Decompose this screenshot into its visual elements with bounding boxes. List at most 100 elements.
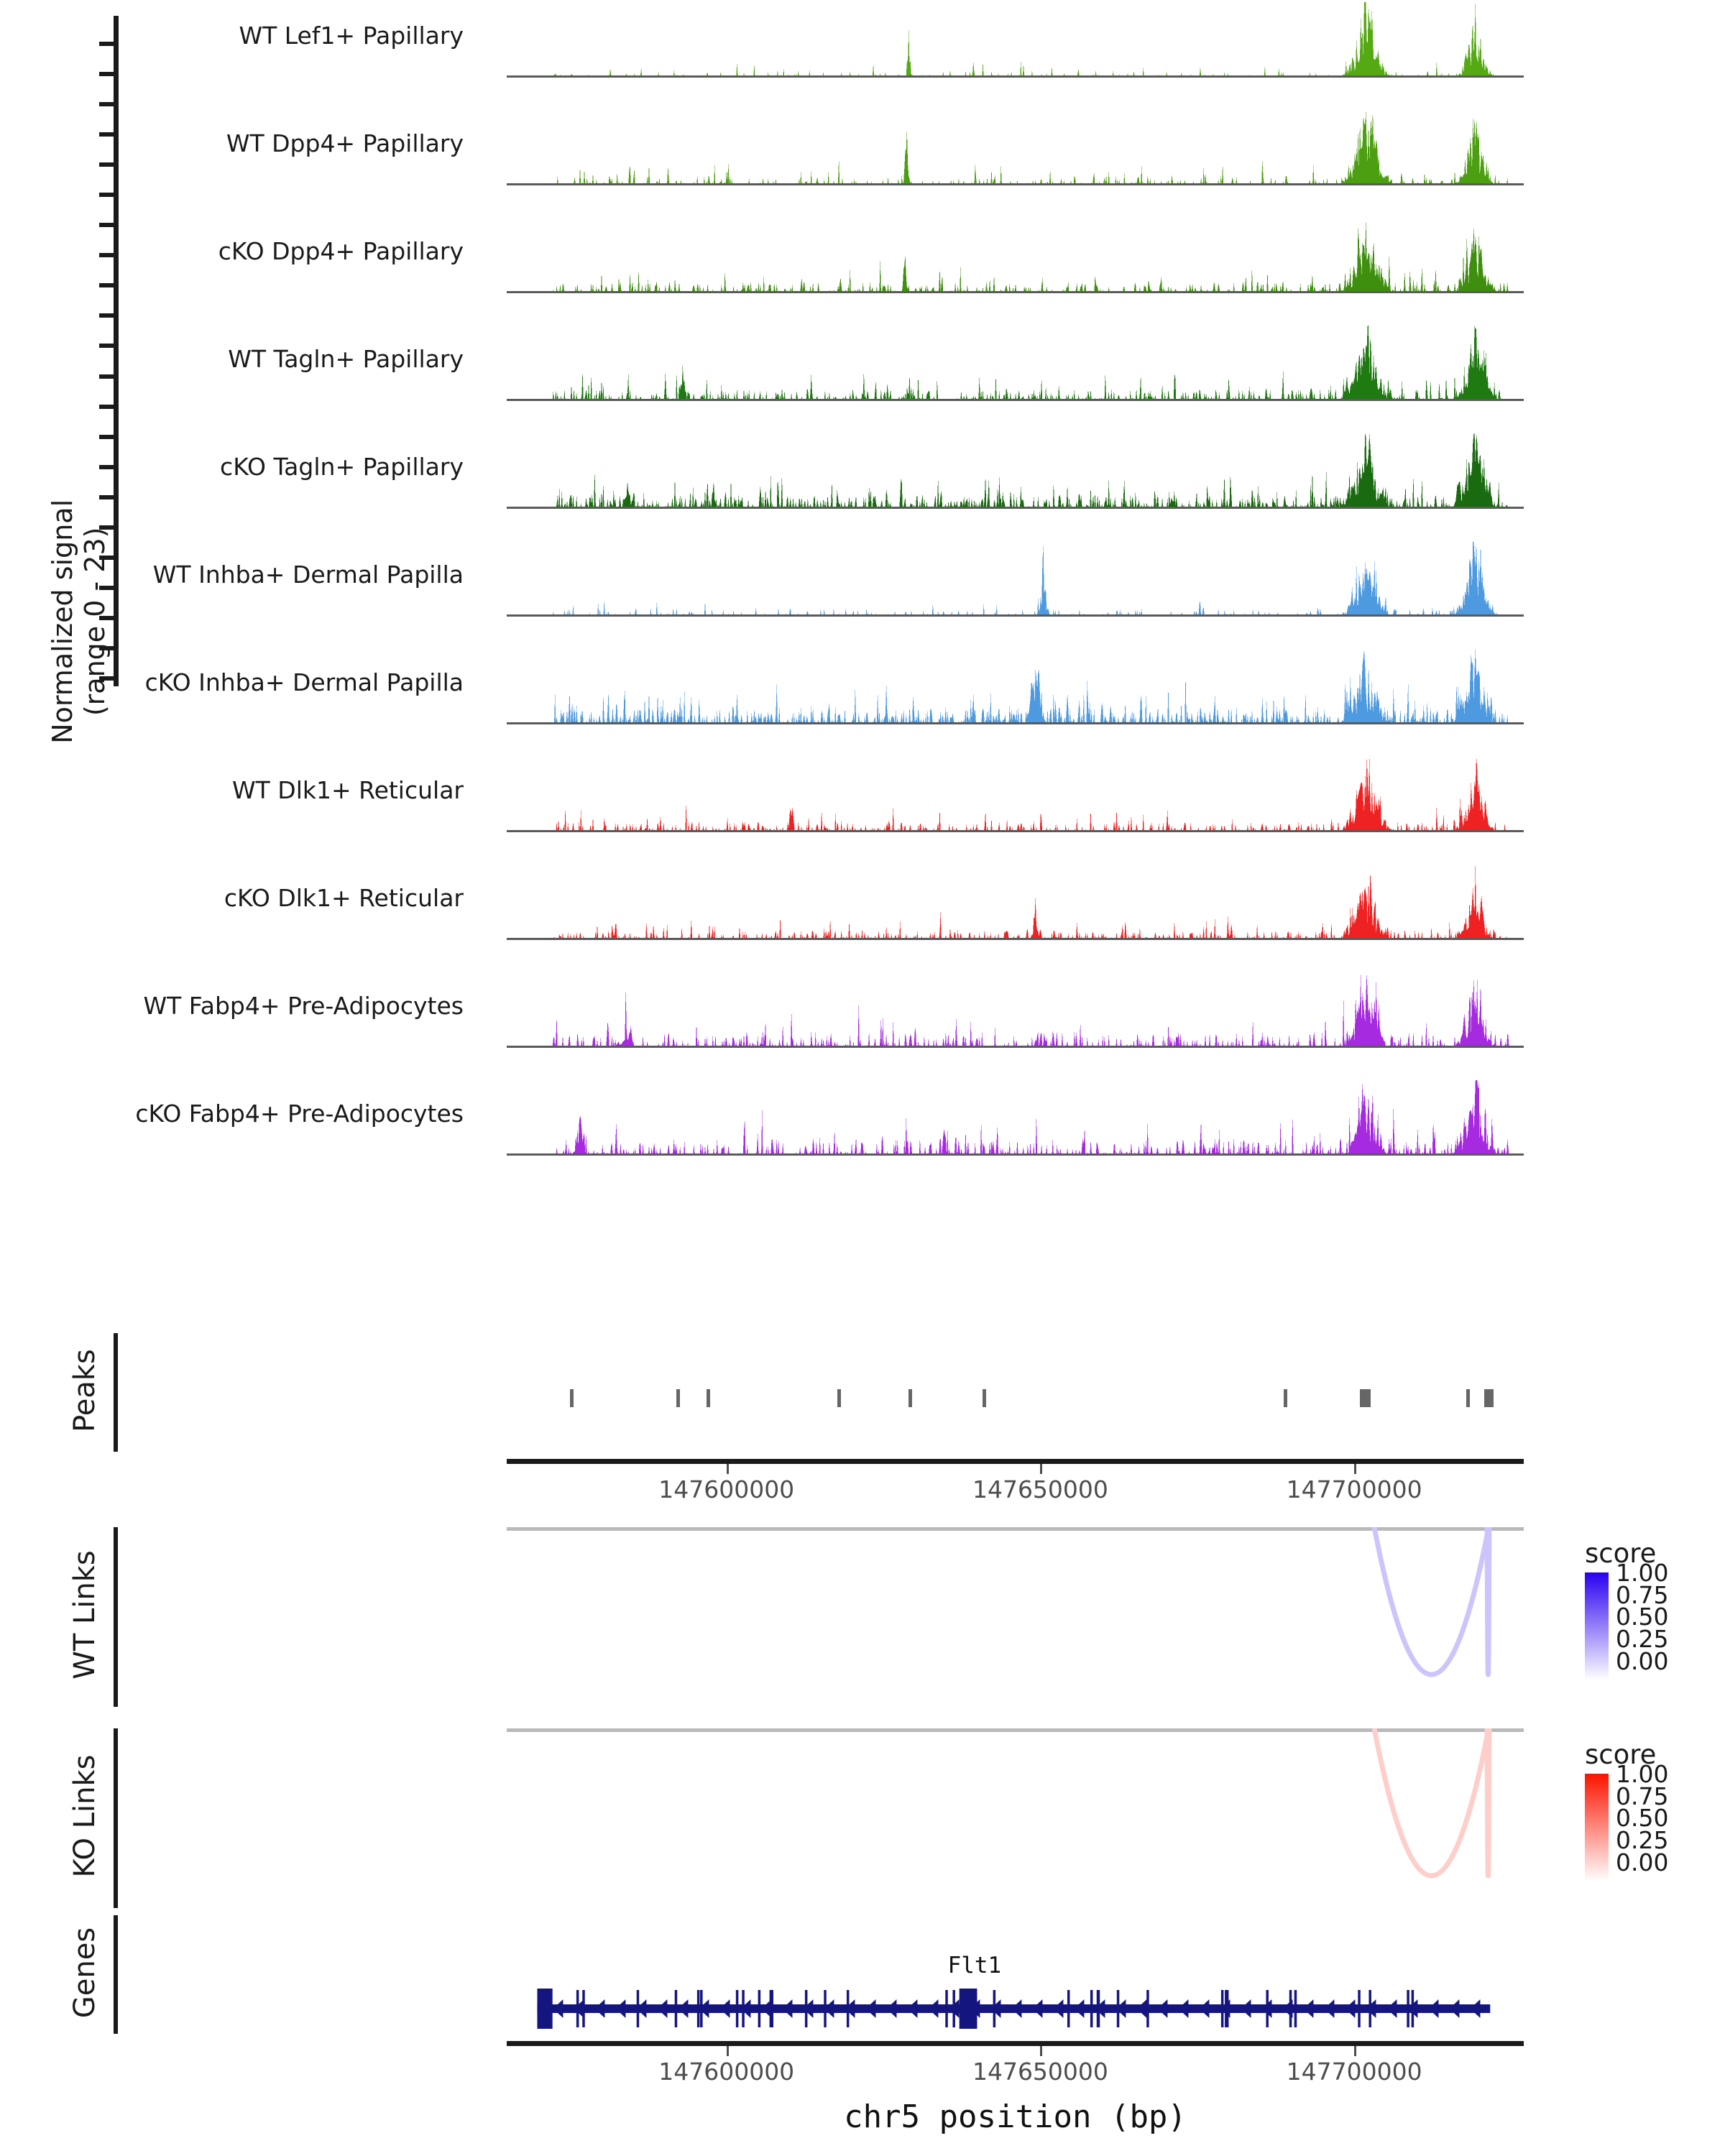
gene-strand-arrow [803,1999,814,2018]
wt-legend-title: score [1585,1538,1657,1569]
peak-mark [1283,1389,1287,1407]
legend-tick-label: 0.00 [1616,1646,1669,1675]
coverage-track [507,757,1524,832]
signal-axis-tick [99,193,114,198]
peak-mark [706,1389,710,1407]
wt-links-arcs [1371,1527,1492,1677]
gene-strand-arrow [1241,1999,1251,2018]
gene-strand-arrow [574,1999,584,2018]
coverage-track [507,433,1524,509]
track-label: WT Dpp4+ Papillary [226,129,464,157]
legend-tick-label: 0.75 [1616,1580,1669,1609]
gene-strand-arrow [886,1999,897,2018]
track-label: WT Tagln+ Papillary [228,345,464,373]
gene-strand-arrow [1345,1999,1356,2018]
signal-axis-tick [99,615,114,620]
gene-strand-arrow [1178,1999,1189,2018]
track-baseline [507,183,1524,185]
peaks-panel-label: Peaks [68,1348,101,1432]
axis-tick [1354,2046,1357,2056]
gene-strand-arrow [1470,1999,1481,2018]
track-label: WT Dlk1+ Reticular [232,776,464,804]
signal-axis-tick [99,555,114,560]
genes-panel-label: Genes [68,1927,101,2018]
gene-strand-arrow [594,1999,605,2018]
gene-strand-arrow [1220,1999,1230,2018]
coverage-track [507,326,1524,401]
gene-exon-tick [1067,1990,1070,2027]
signal-axis-tick [99,494,114,499]
legend-tick-label: 0.25 [1616,1826,1669,1855]
track-label: cKO Tagln+ Papillary [220,453,464,481]
coverage-track [507,865,1524,940]
gene-strand-arrow [1449,1999,1460,2018]
y-axis-label-line1: Normalized signal [47,499,79,744]
ko-legend-colorbar [1585,1774,1609,1881]
gene-strand-arrow [1366,1999,1376,2018]
wt-legend-colorbar [1585,1572,1609,1680]
track-baseline [507,830,1524,832]
wt-links-panel-rule [114,1527,118,1707]
signal-axis-tick [99,132,114,137]
track-label: cKO Fabp4+ Pre-Adipocytes [135,1100,464,1128]
signal-axis-tick [99,645,114,650]
genome-axis-bottom [507,2041,1524,2046]
gene-strand-arrow [990,1999,1001,2018]
signal-axis-tick [99,525,114,530]
track-label: WT Fabp4+ Pre-Adipocytes [143,992,464,1020]
gene-strand-arrow [1032,1999,1043,2018]
gene-strand-arrow [1136,1999,1147,2018]
signal-axis-tick [99,102,114,107]
legend-tick-label: 0.25 [1616,1625,1669,1654]
axis-tick [726,1464,729,1474]
track-baseline [507,75,1524,78]
gene-strand-arrow [1428,1999,1439,2018]
signal-axis-tick [99,676,114,681]
gene-strand-arrow [636,1999,647,2018]
legend-tick-label: 0.50 [1616,1804,1669,1833]
ko-links-baseline [507,1728,1524,1732]
ko-legend-title: score [1585,1739,1657,1770]
gene-strand-arrow [907,1999,918,2018]
ko-legend-tick-labels: 1.00 0.75 0.50 0.25 0.00 [1616,1762,1669,1881]
gene-strand-arrow [1386,1999,1397,2018]
coverage-track [507,972,1524,1048]
track-baseline [507,938,1524,940]
gene-strand-arrow [699,1999,709,2018]
peak-mark [1466,1389,1470,1407]
gene-strand-arrow [1053,1999,1064,2018]
peak-mark [676,1389,681,1407]
axis-tick-label: 147600000 [658,1475,795,1503]
track-baseline [507,614,1524,617]
signal-axis-tick [99,162,114,167]
axis-tick [1354,1464,1357,1474]
x-axis-title: chr5 position (bp) [844,2099,1187,2135]
signal-axis-tick [99,374,114,379]
gene-strand-arrow [678,1999,689,2018]
gene-name-label: Flt1 [947,1953,1002,1978]
signal-axis-tick [99,223,114,228]
gene-strand-arrow [845,1999,855,2018]
track-baseline [507,399,1524,401]
track-label: WT Inhba+ Dermal Papilla [152,561,464,589]
track-baseline [507,291,1524,293]
axis-tick [1040,1464,1043,1474]
gene-exon-tick [1146,1990,1149,2027]
gene-strand-arrow [657,1999,668,2018]
signal-axis-tick [99,585,114,590]
gene-strand-arrow [1261,1999,1272,2018]
gene-strand-arrow [1407,1999,1418,2018]
gene-exon-tick [1358,1990,1361,2027]
gene-exon-tick [945,1990,948,2027]
signal-axis-tick [99,464,114,469]
gene-strand-arrow [761,1999,772,2018]
gene-exon-tick [1294,1990,1297,2027]
ko-links-legend: score 1.00 0.75 0.50 0.25 0.00 [1585,1739,1668,1881]
gene-exon-tick [696,1990,700,2027]
gene-strand-arrow [1157,1999,1168,2018]
axis-tick-label: 147650000 [972,2058,1108,2086]
track-baseline [507,722,1524,724]
link-arc [1371,1728,1491,1879]
peak-mark [908,1389,912,1407]
peak-mark [570,1389,574,1407]
